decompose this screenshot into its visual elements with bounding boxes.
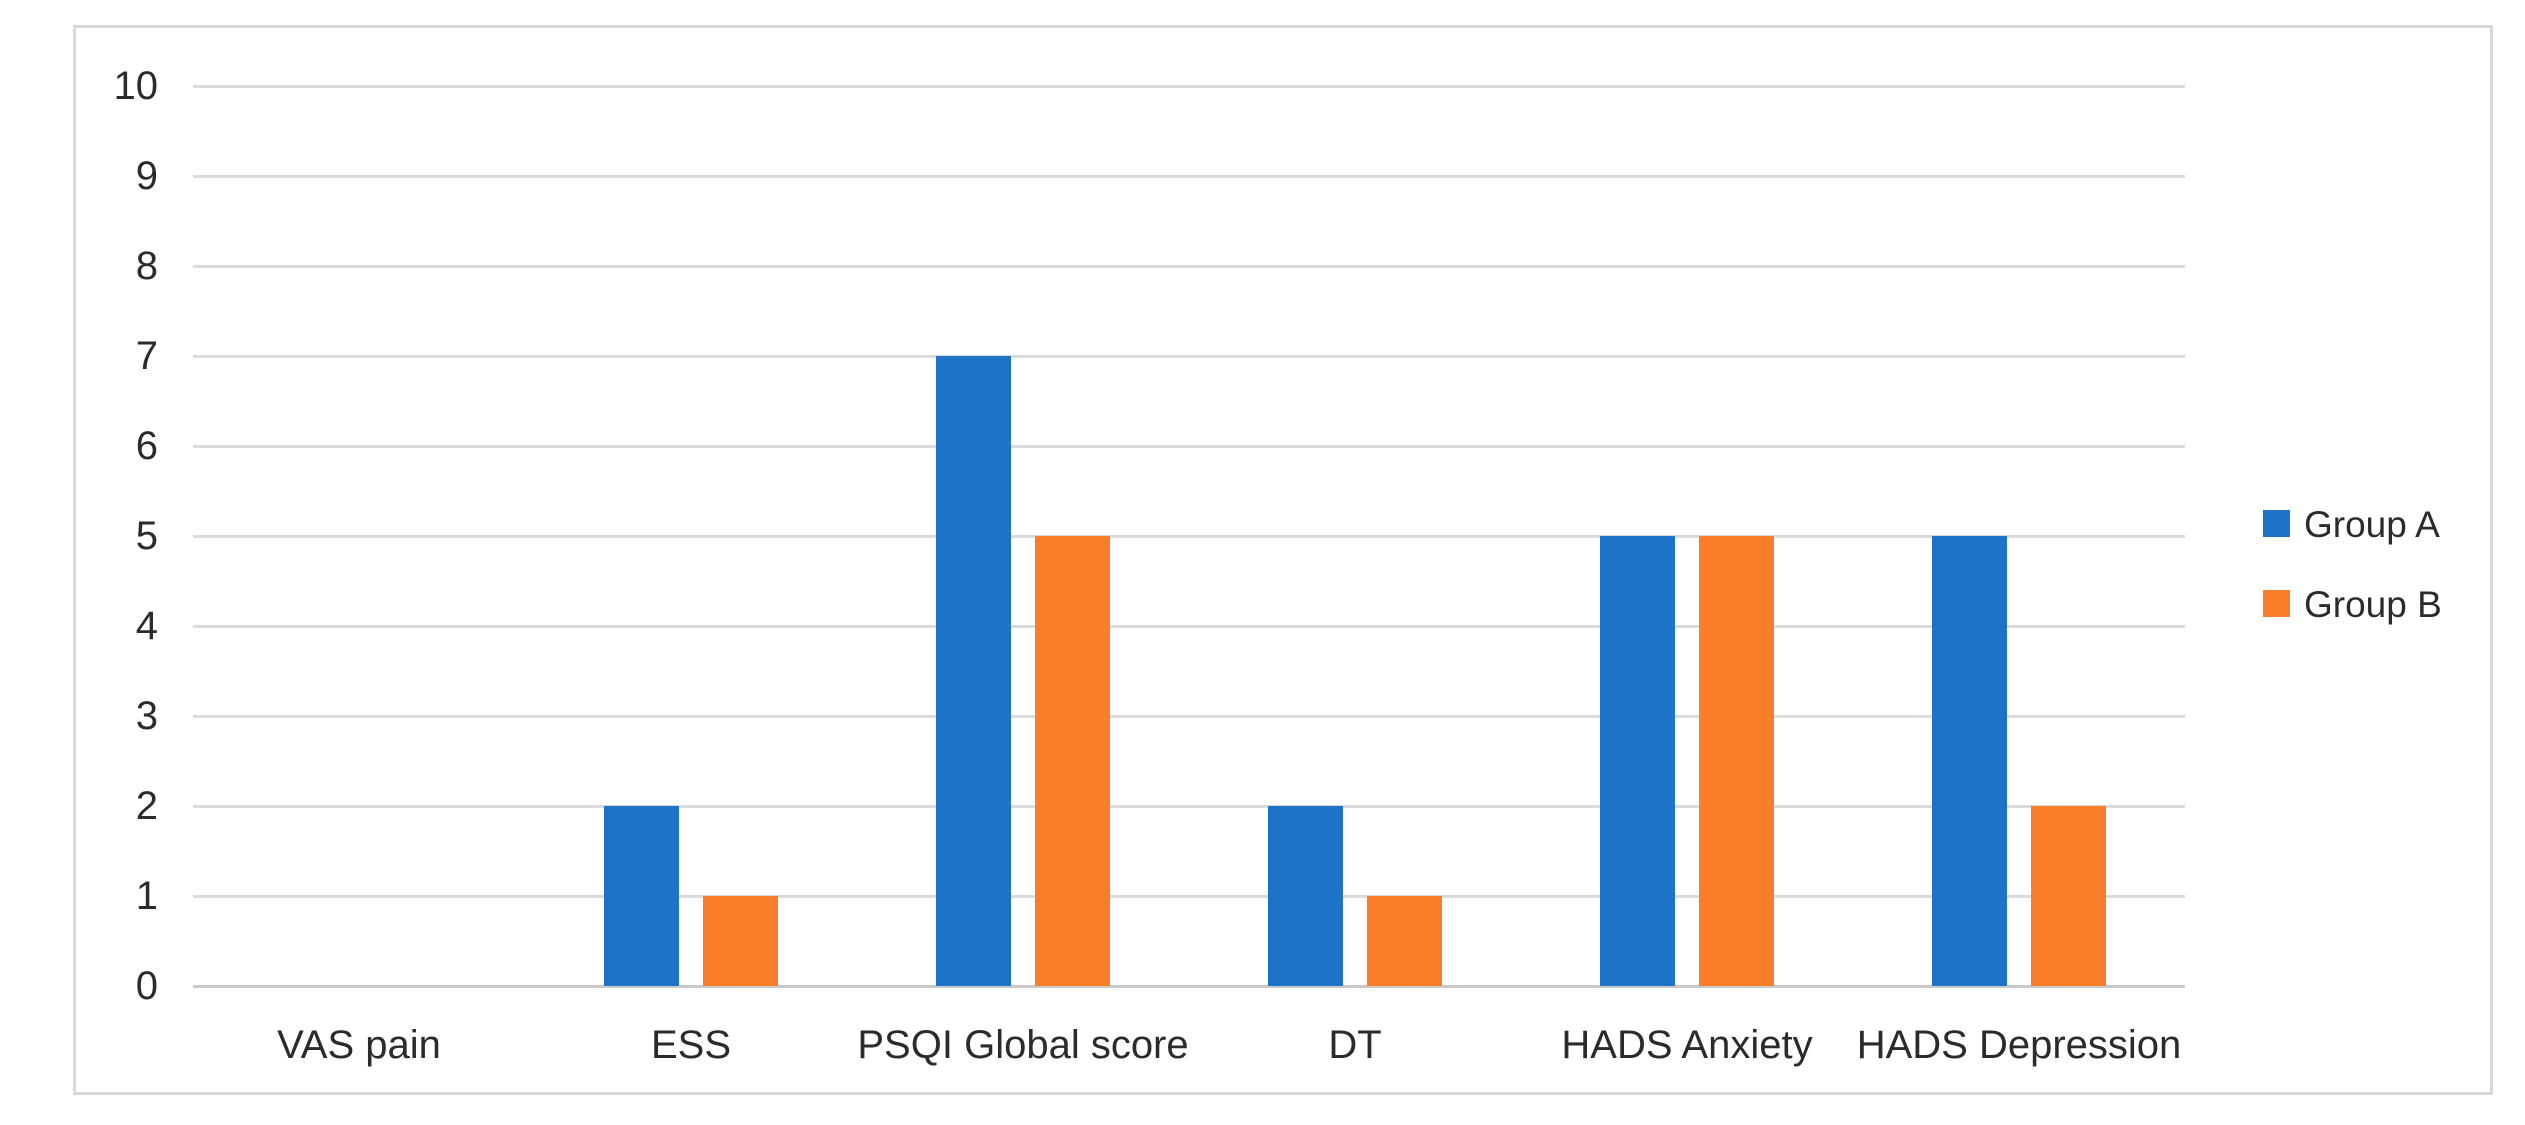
gridline-y-6 bbox=[193, 445, 2185, 448]
y-tick-label-6: 6 bbox=[135, 424, 158, 468]
y-tick-label-3: 3 bbox=[135, 694, 158, 738]
legend-label-group-b: Group B bbox=[2304, 584, 2442, 625]
y-tick-label-5: 5 bbox=[135, 514, 158, 558]
gridline-y-8 bbox=[193, 265, 2185, 268]
bar-group-b-hads-anxiety bbox=[1699, 536, 1774, 986]
gridline-y-7 bbox=[193, 355, 2185, 358]
gridline-y-3 bbox=[193, 715, 2185, 718]
y-tick-label-0: 0 bbox=[135, 964, 158, 1008]
legend-swatch-group-a bbox=[2263, 510, 2290, 537]
gridline-y-1 bbox=[193, 895, 2185, 898]
bar-group-a-dt bbox=[1268, 806, 1343, 986]
y-tick-label-7: 7 bbox=[135, 334, 158, 378]
gridline-y-5 bbox=[193, 535, 2185, 538]
legend-label-group-a: Group A bbox=[2304, 504, 2440, 545]
y-tick-label-1: 1 bbox=[135, 874, 158, 918]
y-tick-label-2: 2 bbox=[135, 784, 158, 828]
x-category-label-ess: ESS bbox=[650, 1023, 732, 1067]
gridline-y-10 bbox=[193, 85, 2185, 88]
x-category-label-hads-depression: HADS Depression bbox=[1856, 1023, 2182, 1067]
gridline-y-9 bbox=[193, 175, 2185, 178]
chart-frame: 0 1 2 3 4 5 6 7 8 9 10 VAS pain ESS PSQI Global scor… bbox=[73, 25, 2493, 1095]
gridline-y-4 bbox=[193, 625, 2185, 628]
bar-group-b-psqi-global-score bbox=[1035, 536, 1110, 986]
x-axis-baseline bbox=[193, 985, 2185, 988]
bar-group-b-hads-depression bbox=[2031, 806, 2106, 986]
bar-group-a-hads-anxiety bbox=[1600, 536, 1675, 986]
bar-group-b-dt bbox=[1367, 896, 1442, 986]
x-category-label-vas-pain: VAS pain bbox=[277, 1023, 441, 1067]
x-category-label-psqi-global-score: PSQI Global score bbox=[857, 1023, 1189, 1067]
gridline-y-2 bbox=[193, 805, 2185, 808]
x-category-label-hads-anxiety: HADS Anxiety bbox=[1561, 1023, 1813, 1067]
bar-group-b-ess bbox=[703, 896, 778, 986]
y-tick-label-10: 10 bbox=[113, 64, 159, 108]
y-tick-label-8: 8 bbox=[135, 244, 158, 288]
bar-group-a-psqi-global-score bbox=[936, 356, 1011, 986]
bar-group-a-ess bbox=[604, 806, 679, 986]
bar-group-a-hads-depression bbox=[1932, 536, 2007, 986]
y-tick-label-9: 9 bbox=[135, 154, 158, 198]
x-category-label-dt: DT bbox=[1328, 1023, 1382, 1067]
y-tick-label-4: 4 bbox=[135, 604, 158, 648]
legend-swatch-group-b bbox=[2263, 590, 2290, 617]
